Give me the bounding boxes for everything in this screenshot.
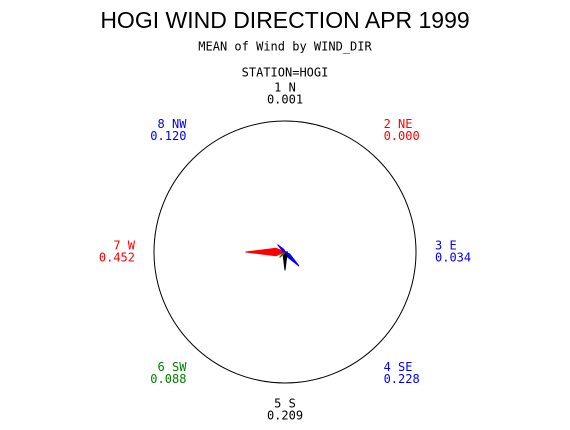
value-label: 0.088: [150, 372, 186, 386]
category-label: 3 E: [435, 239, 457, 253]
value-label: 0.034: [435, 251, 471, 265]
star-slice: [245, 247, 287, 257]
category-label: 5 S: [274, 397, 296, 411]
category-label: 6 SW: [158, 360, 188, 374]
outer-circle: [153, 120, 417, 384]
value-label: 0.228: [384, 372, 420, 386]
value-label: 0.452: [99, 251, 135, 265]
star-slice: [282, 250, 288, 271]
value-label: 0.000: [384, 129, 420, 143]
category-label: 8 NW: [158, 117, 188, 131]
star-slice: [277, 244, 286, 253]
star-slice: [284, 251, 300, 267]
category-label: 7 W: [113, 239, 135, 253]
category-label: 1 N: [274, 81, 296, 95]
value-label: 0.120: [150, 129, 186, 143]
value-label: 0.001: [267, 93, 303, 107]
chart-title: HOGI WIND DIRECTION APR 1999: [100, 7, 469, 33]
category-label: 4 SE: [384, 360, 413, 374]
value-label: 0.209: [267, 409, 303, 423]
chart-subtitle: MEAN of Wind by WIND_DIR: [198, 40, 372, 54]
group-label: STATION=HOGI: [242, 66, 329, 80]
category-label: 2 NE: [384, 117, 413, 131]
